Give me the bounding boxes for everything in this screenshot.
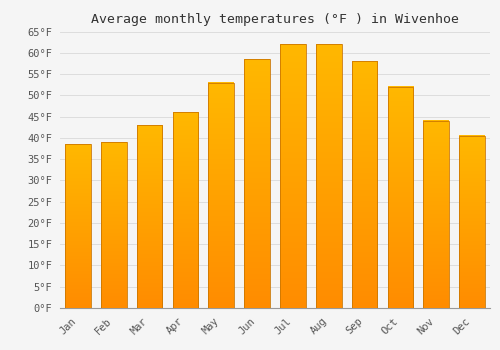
Bar (388, 87, 413, 308)
Bar (459, 136, 485, 308)
Bar (424, 121, 449, 308)
Bar (316, 44, 342, 308)
Bar (172, 112, 199, 308)
Bar (280, 44, 306, 308)
Bar (101, 142, 126, 308)
Bar (244, 59, 270, 308)
Bar (65, 144, 91, 308)
Bar (352, 61, 378, 308)
Title: Average monthly temperatures (°F ) in Wivenhoe: Average monthly temperatures (°F ) in Wi… (91, 13, 459, 26)
Bar (208, 83, 234, 308)
Bar (136, 125, 162, 308)
